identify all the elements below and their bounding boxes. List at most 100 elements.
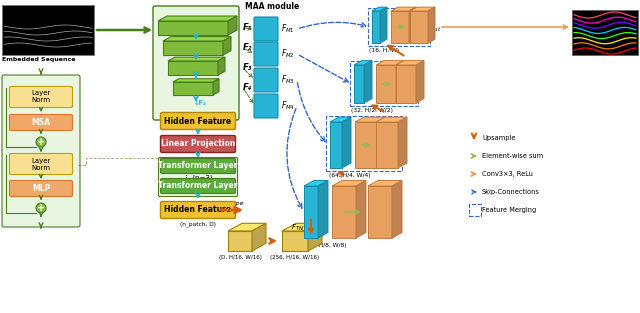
Polygon shape: [368, 181, 402, 186]
Text: $F_{M4}$: $F_{M4}$: [281, 100, 295, 112]
Polygon shape: [342, 117, 351, 168]
FancyBboxPatch shape: [10, 153, 72, 175]
Polygon shape: [158, 16, 237, 21]
Bar: [572, 10, 638, 55]
Text: Upsample: Upsample: [482, 135, 515, 141]
Polygon shape: [372, 11, 380, 43]
Polygon shape: [396, 65, 416, 103]
Polygon shape: [168, 57, 225, 61]
Text: Element-wise sum: Element-wise sum: [482, 153, 543, 159]
FancyBboxPatch shape: [161, 112, 236, 130]
Polygon shape: [332, 181, 366, 186]
Polygon shape: [391, 7, 416, 11]
Text: $F_{M3}$: $F_{M3}$: [281, 74, 295, 86]
Bar: [368, 8, 430, 46]
Circle shape: [36, 137, 46, 147]
Polygon shape: [355, 117, 386, 122]
Polygon shape: [356, 181, 366, 238]
Bar: [326, 116, 402, 171]
Text: MSA: MSA: [31, 118, 51, 127]
Text: Skip-Connections: Skip-Connections: [482, 189, 540, 195]
Text: ↓F₄: ↓F₄: [194, 100, 207, 106]
Polygon shape: [158, 21, 228, 35]
Polygon shape: [354, 61, 372, 65]
Polygon shape: [409, 7, 416, 43]
FancyBboxPatch shape: [161, 202, 236, 218]
FancyBboxPatch shape: [10, 181, 72, 197]
Polygon shape: [391, 11, 409, 43]
Polygon shape: [304, 181, 328, 186]
Polygon shape: [168, 61, 218, 75]
Text: reshape: reshape: [220, 201, 244, 206]
FancyBboxPatch shape: [254, 17, 278, 41]
Text: (32, H/2, W/2): (32, H/2, W/2): [351, 108, 393, 113]
Polygon shape: [392, 181, 402, 238]
Polygon shape: [372, 7, 387, 11]
Text: Hidden Feature: Hidden Feature: [164, 206, 232, 214]
Polygon shape: [318, 181, 328, 238]
Polygon shape: [308, 223, 322, 251]
Text: Embedded Sequence: Embedded Sequence: [2, 57, 76, 62]
Bar: [2, 5, 94, 55]
Text: F₁: F₁: [243, 23, 252, 33]
Circle shape: [36, 203, 46, 213]
Polygon shape: [213, 79, 219, 95]
Polygon shape: [282, 223, 322, 231]
Polygon shape: [364, 61, 372, 103]
Polygon shape: [228, 231, 252, 251]
Text: (n_patch, D): (n_patch, D): [180, 221, 216, 227]
Polygon shape: [416, 61, 424, 103]
Bar: [350, 61, 418, 106]
FancyBboxPatch shape: [161, 158, 236, 173]
Polygon shape: [173, 79, 219, 82]
Polygon shape: [163, 41, 223, 55]
Polygon shape: [252, 223, 266, 251]
Text: Transformer Layer: Transformer Layer: [158, 162, 237, 171]
Polygon shape: [163, 37, 231, 41]
Text: (128, H/8, W/8): (128, H/8, W/8): [301, 243, 347, 248]
Text: (256, H/16, W/16): (256, H/16, W/16): [271, 255, 319, 260]
Text: Linear Projection: Linear Projection: [161, 140, 235, 148]
FancyBboxPatch shape: [254, 94, 278, 118]
Polygon shape: [330, 122, 342, 168]
Polygon shape: [376, 61, 404, 65]
Text: $F_{M2}$: $F_{M2}$: [281, 48, 295, 60]
Text: +: +: [37, 203, 45, 213]
Text: ⋮ (n=3): ⋮ (n=3): [183, 175, 213, 181]
Text: (D, H/16, W/16): (D, H/16, W/16): [219, 255, 261, 260]
Text: MLP: MLP: [32, 184, 50, 193]
FancyBboxPatch shape: [153, 6, 239, 120]
Polygon shape: [218, 57, 225, 75]
FancyBboxPatch shape: [161, 136, 236, 152]
FancyBboxPatch shape: [10, 115, 72, 131]
Polygon shape: [223, 37, 231, 55]
Text: $F_{M1}$: $F_{M1}$: [281, 23, 295, 35]
Polygon shape: [282, 231, 308, 251]
FancyBboxPatch shape: [254, 42, 278, 66]
Text: $F_{out}$: $F_{out}$: [426, 22, 442, 34]
Polygon shape: [228, 223, 266, 231]
Text: Layer
Norm: Layer Norm: [31, 157, 51, 171]
Bar: [469, 204, 481, 216]
Polygon shape: [428, 7, 435, 43]
FancyBboxPatch shape: [10, 86, 72, 107]
Polygon shape: [380, 7, 387, 43]
Polygon shape: [376, 122, 398, 168]
Polygon shape: [396, 61, 424, 65]
Text: F₄: F₄: [243, 84, 252, 93]
Text: (64, H/4, W/4): (64, H/4, W/4): [329, 173, 371, 178]
Polygon shape: [228, 16, 237, 35]
FancyBboxPatch shape: [159, 157, 237, 197]
Text: F₃: F₃: [243, 64, 252, 73]
FancyBboxPatch shape: [254, 68, 278, 92]
FancyBboxPatch shape: [161, 178, 236, 193]
FancyBboxPatch shape: [2, 75, 80, 227]
Polygon shape: [304, 186, 318, 238]
Polygon shape: [376, 65, 396, 103]
Polygon shape: [398, 117, 407, 168]
Text: Layer
Norm: Layer Norm: [31, 90, 51, 104]
Polygon shape: [355, 122, 377, 168]
Polygon shape: [410, 7, 435, 11]
Polygon shape: [410, 11, 428, 43]
Polygon shape: [377, 117, 386, 168]
